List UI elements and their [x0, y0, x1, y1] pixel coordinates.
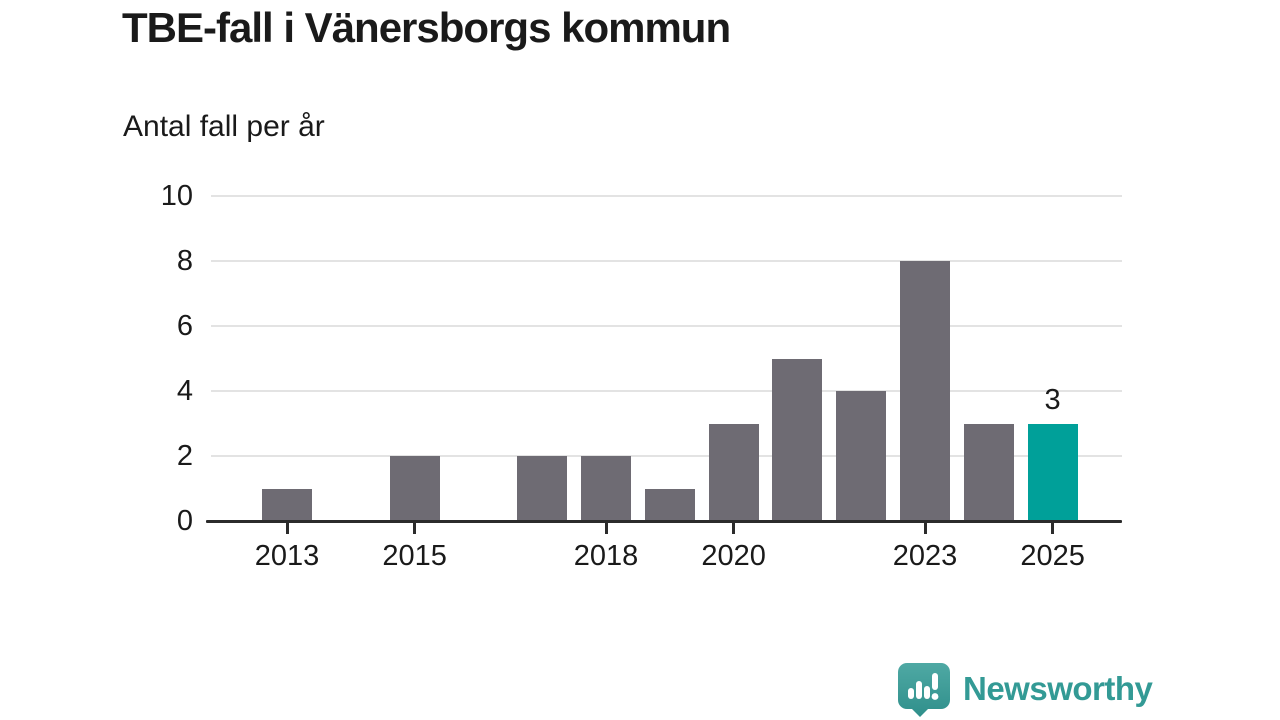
y-axis-label: 8: [176, 245, 193, 277]
bar: [644, 488, 695, 521]
bar: [772, 358, 823, 521]
bar: [900, 261, 950, 521]
x-axis-tick: [732, 523, 736, 534]
gridline: [211, 390, 1122, 392]
logo-bar-3: [924, 686, 930, 699]
chart-subtitle: Antal fall per år: [123, 110, 325, 143]
brand-name: Newsworthy: [963, 670, 1153, 707]
bar: [517, 456, 568, 521]
x-axis-label: 2023: [892, 540, 958, 572]
gridline: [211, 325, 1122, 327]
y-axis-label: 0: [176, 505, 193, 537]
bar-highlighted: [1027, 423, 1078, 521]
brand-footer: Newsworthy: [896, 661, 1153, 717]
x-axis-label: 2020: [701, 540, 766, 572]
y-axis-label: 4: [176, 375, 193, 407]
gridline: [211, 455, 1122, 457]
x-axis-label: 2013: [254, 540, 320, 572]
bar: [836, 391, 887, 521]
gridline: [211, 260, 1122, 262]
x-axis-tick: [923, 523, 927, 534]
x-axis-label: 2015: [382, 540, 447, 572]
y-axis-label: 6: [176, 310, 193, 342]
bar: [581, 456, 631, 521]
gridline: [211, 195, 1122, 197]
x-axis-tick: [604, 523, 608, 534]
value-label: 3: [1044, 383, 1061, 416]
bar: [963, 423, 1014, 521]
logo-exclamation-dot: [931, 693, 939, 700]
chart-title: TBE-fall i Vänersborgs kommun: [122, 4, 731, 51]
logo-bar-1: [908, 688, 914, 699]
x-axis-line: [206, 520, 1122, 523]
newsworthy-logo-icon: [898, 663, 950, 717]
x-axis-label: 2018: [573, 540, 639, 572]
x-axis-tick: [285, 523, 289, 534]
y-axis-label: 10: [160, 180, 193, 212]
y-axis-label: 2: [176, 440, 193, 472]
x-axis-tick: [413, 523, 417, 534]
logo-bar-2: [916, 681, 922, 699]
logo-exclamation-bar: [932, 673, 938, 690]
bar: [262, 488, 312, 521]
x-axis-tick: [1051, 523, 1055, 534]
bar: [708, 423, 759, 521]
x-axis-label: 2025: [1020, 540, 1085, 572]
bar: [389, 456, 440, 521]
